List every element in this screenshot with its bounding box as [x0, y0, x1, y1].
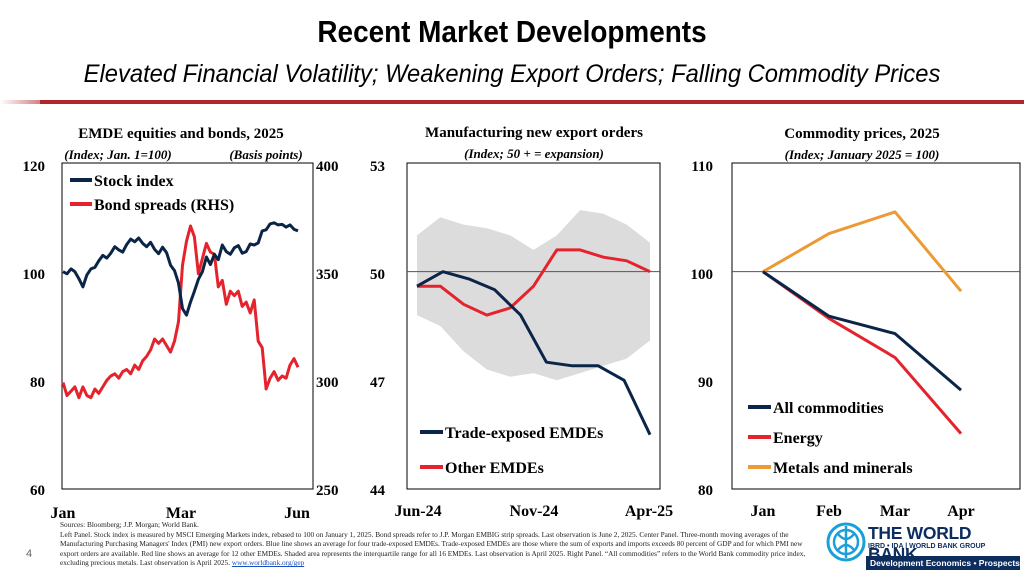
- page-title: Recent Market Developments: [317, 14, 707, 49]
- panel1-ytick-left: 100: [23, 267, 46, 283]
- panel2-ytick-left: 47: [370, 375, 386, 391]
- panel2-ytick-right: 90: [698, 375, 713, 391]
- legend-label-metals: Metals and minerals: [773, 460, 913, 477]
- panel2-ytick-right: 100: [691, 267, 714, 283]
- panel2-ytick-right: 110: [691, 159, 713, 175]
- panel2-xtick: Jun-24: [394, 503, 441, 520]
- panel2-title: Manufacturing new export orders: [425, 125, 643, 141]
- panel2-ytick-right: 80: [698, 483, 713, 499]
- panel3-plot-frame: [731, 162, 1021, 490]
- panel1-title: EMDE equities and bonds, 2025: [78, 126, 283, 142]
- world-bank-globe-logo: [826, 522, 866, 562]
- legend-label-trade-exposed: Trade-exposed EMDEs: [445, 425, 603, 442]
- title-divider: [25, 100, 1024, 104]
- series-line-bond-spreads: [61, 224, 300, 400]
- panel2-subtitle: (Index; 50 + = expansion): [464, 146, 604, 161]
- panel1-xtick: Mar: [166, 505, 196, 522]
- page-number: 4: [26, 548, 33, 560]
- panel2-ytick-left: 44: [370, 483, 386, 499]
- panel1-plot-frame: [61, 162, 314, 490]
- panel-commodity-prices: Commodity prices, 2025 (Index; January 2…: [731, 126, 1021, 520]
- legend-label-stock-index: Stock index: [94, 173, 174, 190]
- title-divider-fade: [0, 100, 40, 104]
- panel3-subtitle: (Index; January 2025 = 100): [785, 147, 940, 162]
- series-line-stock-index: [62, 221, 299, 317]
- panel2-plot-frame: [406, 162, 661, 490]
- panel2-xtick: Apr-25: [625, 503, 673, 520]
- panel1-ytick-left: 120: [23, 159, 46, 175]
- panel-export-orders: Manufacturing new export orders (Index; …: [370, 125, 713, 520]
- panel1-xtick: Jun: [284, 505, 310, 522]
- panel2-xtick: Nov-24: [510, 503, 559, 520]
- panel1-ytick-left: 80: [30, 375, 45, 391]
- panel3-xtick: Apr: [947, 503, 975, 520]
- panel1-left-axis-label: (Index; Jan. 1=100): [64, 147, 171, 162]
- panel3-xtick: Mar: [880, 503, 910, 520]
- panel3-xtick: Jan: [751, 503, 776, 520]
- panel3-xtick: Feb: [816, 503, 842, 520]
- panel1-ytick-left: 60: [30, 483, 45, 499]
- panel1-ytick-right: 400: [316, 159, 339, 175]
- panel3-title: Commodity prices, 2025: [784, 126, 939, 142]
- gep-link[interactable]: www.worldbank.org/gep: [231, 558, 305, 568]
- panel-equities-bonds: EMDE equities and bonds, 2025 (Index; Ja…: [23, 126, 339, 522]
- panel2-ytick-left: 53: [370, 159, 385, 175]
- notes-text: Left Panel. Stock index is measured by M…: [60, 529, 806, 568]
- org-department: Development Economics • Prospects: [866, 556, 1020, 570]
- panel1-ytick-right: 350: [316, 267, 339, 283]
- legend-label-all-commodities: All commodities: [773, 400, 884, 417]
- panel1-ytick-right: 300: [316, 375, 339, 391]
- page-subtitle: Elevated Financial Volatility; Weakening…: [83, 60, 941, 88]
- legend-label-bond-spreads: Bond spreads (RHS): [94, 197, 234, 214]
- series-line-metals: [762, 210, 963, 293]
- panel2-ytick-left: 50: [370, 267, 385, 283]
- panel1-ytick-right: 250: [316, 483, 339, 499]
- sources-note: Sources: Bloomberg; J.P. Morgan; World B…: [60, 520, 810, 568]
- panel1-xtick: Jan: [51, 505, 76, 522]
- org-subtitle: IBRD • IDA | WORLD BANK GROUP: [868, 543, 986, 550]
- series-line-trade-exposed: [416, 270, 652, 436]
- sources-line: Sources: Bloomberg; J.P. Morgan; World B…: [60, 520, 199, 529]
- legend-label-energy: Energy: [773, 430, 823, 447]
- legend-label-other-emdes: Other EMDEs: [445, 460, 544, 477]
- series-line-all-commodities: [762, 270, 962, 392]
- panel1-right-axis-label: (Basis points): [229, 147, 302, 162]
- series-line-other-emdes: [417, 248, 651, 317]
